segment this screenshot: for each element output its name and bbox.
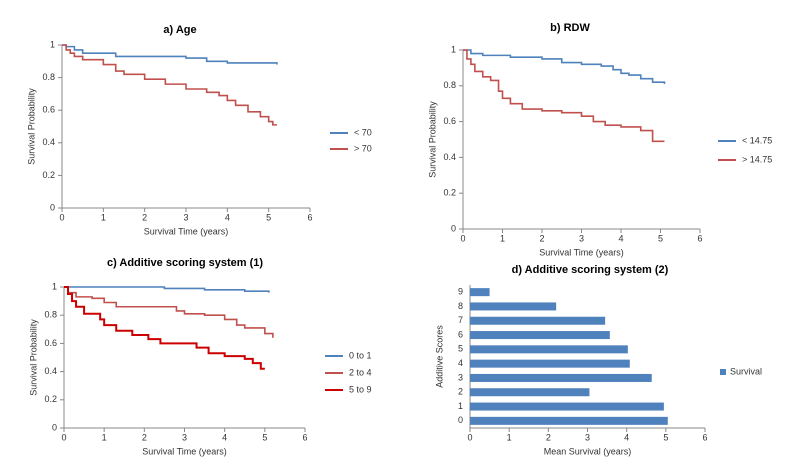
x-tick-label: 3: [579, 233, 584, 243]
legend-label: 5 to 9: [349, 384, 372, 394]
x-tick-label: 5: [266, 212, 271, 222]
y-tick-label: 0.4: [443, 152, 456, 162]
x-tick-label: 6: [702, 432, 707, 442]
y-tick-label: 0: [52, 422, 57, 432]
y-tick-label: 1: [50, 39, 55, 49]
x-axis-label: Mean Survival (years): [544, 446, 632, 456]
legend-swatch: [720, 369, 726, 375]
legend-label: > 70: [354, 143, 372, 153]
legend-label: 0 to 1: [349, 350, 372, 360]
x-tick-label: 3: [182, 432, 187, 442]
x-tick-label: 4: [225, 212, 230, 222]
x-tick-label: 0: [460, 233, 465, 243]
bar: [470, 302, 557, 311]
y-tick-label: 0.4: [42, 137, 55, 147]
bar: [470, 359, 630, 368]
y-axis-label: Survival Probability: [26, 88, 36, 165]
chart-title: b) RDW: [550, 22, 590, 34]
legend-label: Survival: [730, 366, 762, 376]
x-tick-label: 5: [262, 432, 267, 442]
survival-line: [64, 286, 274, 338]
x-tick-label: 4: [222, 432, 227, 442]
survival-line: [463, 49, 665, 143]
x-axis-label: Survival Time (years): [539, 247, 624, 257]
x-tick-label: 2: [142, 212, 147, 222]
y-tick-label: 0.8: [42, 72, 55, 82]
y-tick-label: 0.6: [42, 105, 55, 115]
bar: [470, 331, 610, 340]
y-tick-label: 0: [458, 415, 463, 425]
x-tick-label: 6: [697, 233, 702, 243]
legend-label: > 14.75: [742, 154, 772, 164]
y-tick-label: 6: [458, 329, 463, 339]
chart-title: d) Additive scoring system (2): [512, 264, 669, 276]
y-tick-label: 0.4: [44, 366, 57, 376]
x-tick-label: 1: [500, 233, 505, 243]
y-tick-label: 0.6: [443, 116, 456, 126]
legend-label: < 14.75: [742, 135, 772, 145]
x-tick-label: 1: [102, 432, 107, 442]
x-tick-label: 1: [507, 432, 512, 442]
x-tick-label: 1: [101, 212, 106, 222]
survival-line: [463, 49, 666, 85]
x-tick-label: 4: [618, 233, 623, 243]
x-tick-label: 3: [183, 212, 188, 222]
survival-line: [64, 286, 265, 370]
y-tick-label: 2: [458, 387, 463, 397]
y-tick-label: 0: [50, 202, 55, 212]
y-tick-label: 8: [458, 301, 463, 311]
y-tick-label: 0.2: [44, 394, 57, 404]
y-tick-label: 9: [458, 287, 463, 297]
y-tick-label: 5: [458, 344, 463, 354]
y-tick-label: 3: [458, 372, 463, 382]
x-tick-label: 6: [302, 432, 307, 442]
legend-label: 2 to 4: [349, 367, 372, 377]
bar: [470, 373, 652, 382]
x-tick-label: 6: [307, 212, 312, 222]
x-axis-label: Survival Time (years): [142, 446, 227, 456]
x-tick-label: 3: [585, 432, 590, 442]
x-tick-label: 2: [546, 432, 551, 442]
bar: [470, 416, 668, 425]
y-axis-label: Survival Probability: [427, 101, 437, 178]
x-tick-label: 0: [61, 432, 66, 442]
y-tick-label: 7: [458, 315, 463, 325]
y-tick-label: 1: [451, 44, 456, 54]
x-tick-label: 0: [59, 212, 64, 222]
chart-title: a) Age: [163, 24, 196, 36]
bar: [470, 388, 590, 397]
x-tick-label: 5: [663, 432, 668, 442]
x-tick-label: 4: [624, 432, 629, 442]
y-tick-label: 4: [458, 358, 463, 368]
y-tick-label: 0.2: [42, 170, 55, 180]
y-tick-label: 0.8: [443, 80, 456, 90]
x-tick-label: 2: [539, 233, 544, 243]
bar: [470, 288, 490, 297]
x-tick-label: 5: [658, 233, 663, 243]
x-tick-label: 2: [142, 432, 147, 442]
y-tick-label: 0.2: [443, 188, 456, 198]
y-tick-label: 0.8: [44, 310, 57, 320]
y-tick-label: 1: [52, 281, 57, 291]
chart-title: c) Additive scoring system (1): [107, 257, 263, 269]
bar: [470, 316, 606, 325]
survival-line: [62, 44, 278, 65]
x-tick-label: 0: [467, 432, 472, 442]
legend-label: < 70: [354, 127, 372, 137]
bar: [470, 345, 628, 354]
y-tick-label: 0.6: [44, 338, 57, 348]
y-axis-label: Additive Scores: [434, 325, 444, 388]
bar: [470, 402, 664, 411]
y-tick-label: 0: [451, 223, 456, 233]
x-axis-label: Survival Time (years): [144, 226, 229, 236]
survival-line: [62, 44, 277, 126]
y-axis-label: Survival Probability: [28, 319, 38, 396]
y-tick-label: 1: [458, 401, 463, 411]
survival-line: [64, 286, 270, 293]
